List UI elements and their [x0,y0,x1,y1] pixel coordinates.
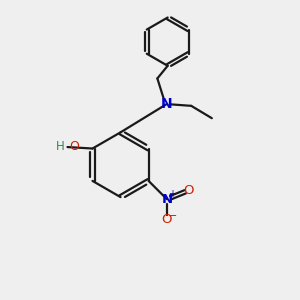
Text: +: + [168,190,176,200]
Text: −: − [168,211,177,221]
Text: O: O [183,184,193,197]
Text: N: N [160,97,172,111]
Text: N: N [161,193,172,206]
Text: H: H [56,140,64,153]
Text: O: O [162,213,172,226]
Text: O: O [69,140,79,153]
